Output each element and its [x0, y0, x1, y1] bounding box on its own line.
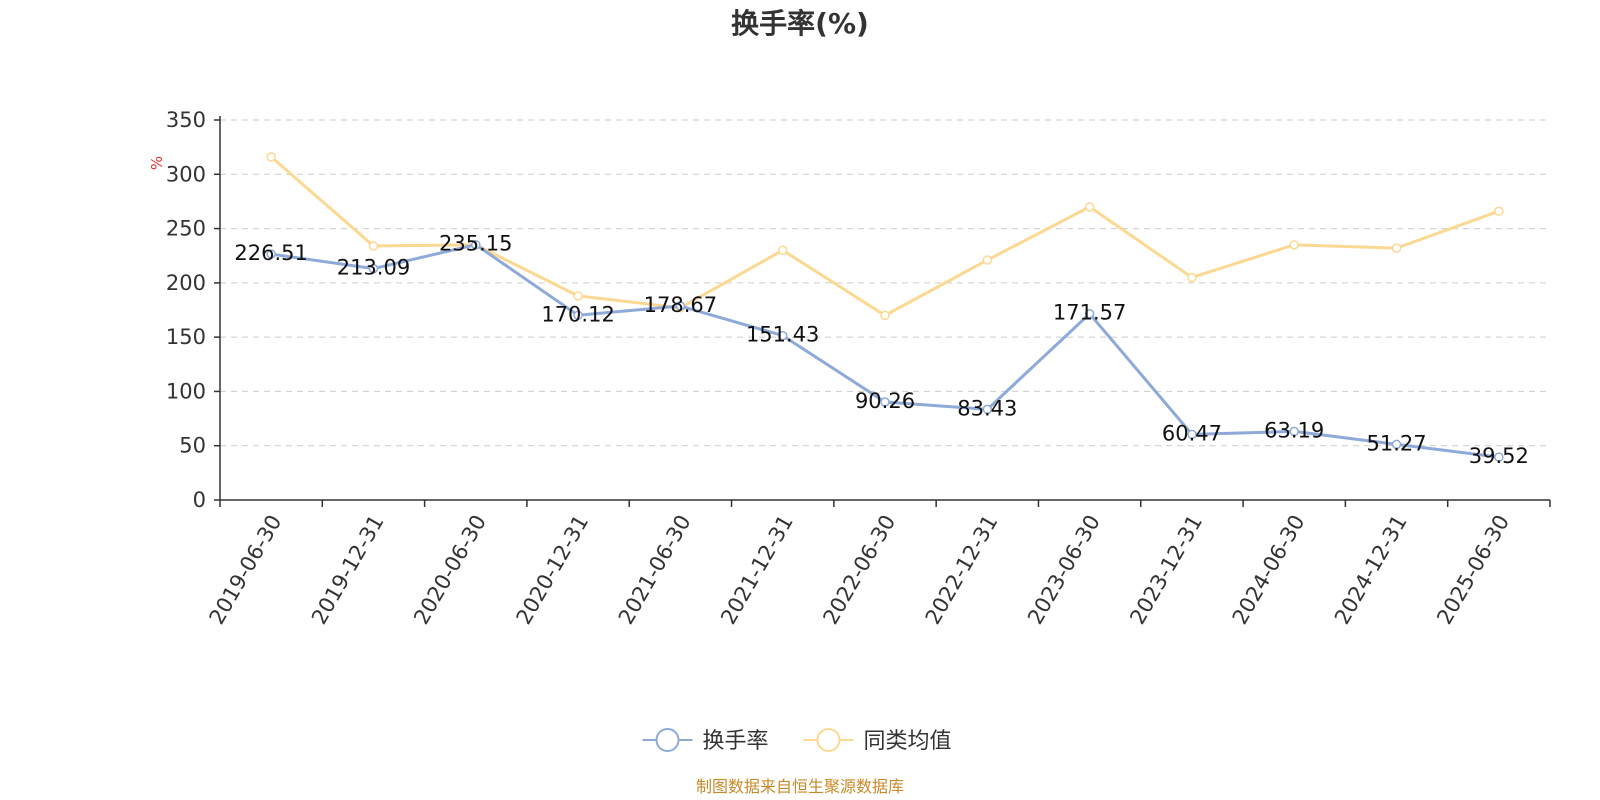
y-tick-label: 350 — [166, 108, 206, 132]
data-point[interactable] — [880, 397, 890, 407]
legend-item-0[interactable]: 换手率 — [642, 728, 769, 754]
data-label: 213.09 — [337, 256, 410, 280]
data-point[interactable] — [1187, 429, 1197, 440]
data-point[interactable] — [1289, 426, 1299, 437]
data-label: 235.15 — [439, 232, 512, 256]
data-label: 178.67 — [644, 293, 717, 317]
x-tick-label: 2022-06-30 — [818, 511, 900, 629]
legend-label: 同类均值 — [864, 729, 952, 754]
x-tick-label: 2021-06-30 — [614, 511, 696, 629]
x-tick-label: 2020-06-30 — [409, 511, 491, 629]
data-label: 226.51 — [234, 241, 307, 265]
data-label: 83.43 — [957, 396, 1017, 420]
data-point[interactable] — [1494, 206, 1504, 216]
data-label: 151.43 — [746, 323, 819, 347]
legend-label: 换手率 — [703, 729, 769, 754]
y-tick-label: 200 — [166, 271, 206, 295]
data-point[interactable] — [982, 255, 993, 265]
data-label: 60.47 — [1162, 421, 1222, 445]
source-note: 制图数据来自恒生聚源数据库 — [696, 777, 904, 796]
y-tick-label: 300 — [166, 162, 206, 186]
data-point[interactable] — [1187, 272, 1197, 283]
y-tick-label: 50 — [179, 434, 206, 458]
data-label: 51.27 — [1366, 431, 1426, 455]
x-tick-label: 2024-06-30 — [1228, 511, 1310, 629]
data-label: 63.19 — [1264, 418, 1324, 442]
legend-circle-icon — [816, 728, 841, 752]
axes: 0 50 100 150 200 250 300 350 2019-06-30 2019-12-3… — [166, 108, 1551, 629]
x-tick-label: 2022-12-31 — [921, 511, 1003, 629]
x-tick-label: 2023-06-30 — [1023, 511, 1105, 629]
data-point[interactable] — [1084, 202, 1095, 212]
data-point[interactable] — [777, 245, 788, 256]
data-point[interactable] — [573, 291, 583, 301]
x-tick-label: 2019-12-31 — [307, 511, 389, 629]
data-labels: 226.51 213.09 235.15 170.12 178.67 151.43 90.2… — [234, 232, 1528, 468]
grid-lines — [220, 119, 1550, 447]
legend[interactable]: 换手率 同类均值 — [642, 728, 952, 754]
x-tick-label: 2023-12-31 — [1125, 511, 1207, 629]
x-tick-label: 2024-12-31 — [1330, 511, 1412, 629]
x-tick-label: 2025-06-30 — [1432, 511, 1514, 629]
data-label: 90.26 — [855, 389, 915, 413]
y-axis-unit-label: % — [148, 156, 166, 170]
data-point[interactable] — [573, 310, 583, 321]
y-tick-label: 150 — [166, 325, 206, 349]
data-point[interactable] — [368, 241, 379, 251]
chart-title: 换手率(%) — [731, 7, 869, 40]
data-point[interactable] — [1084, 308, 1095, 319]
data-point[interactable] — [982, 404, 993, 415]
y-tick-label: 0 — [193, 488, 206, 512]
y-tick-label: 250 — [166, 217, 206, 241]
data-point[interactable] — [1391, 243, 1402, 253]
legend-item-1[interactable]: 同类均值 — [803, 728, 952, 754]
data-point[interactable] — [471, 239, 481, 250]
x-tick-label: 2021-12-31 — [716, 511, 798, 629]
x-tick-label: 2019-06-30 — [205, 511, 287, 629]
legend-circle-icon — [655, 728, 680, 752]
data-point[interactable] — [675, 301, 686, 311]
data-point[interactable] — [1289, 240, 1299, 250]
y-tick-label: 100 — [166, 379, 206, 403]
data-point[interactable] — [777, 330, 788, 341]
x-tick-label: 2020-12-31 — [512, 511, 594, 629]
data-point[interactable] — [1391, 439, 1402, 450]
data-point[interactable] — [266, 152, 276, 162]
data-point[interactable] — [1494, 452, 1504, 462]
data-point[interactable] — [368, 263, 379, 274]
data-label: 39.52 — [1469, 444, 1529, 468]
data-point[interactable] — [880, 310, 890, 321]
data-label: 170.12 — [541, 302, 614, 326]
series-lines — [266, 152, 1504, 462]
data-label: 171.57 — [1053, 301, 1126, 325]
data-point[interactable] — [266, 249, 276, 259]
